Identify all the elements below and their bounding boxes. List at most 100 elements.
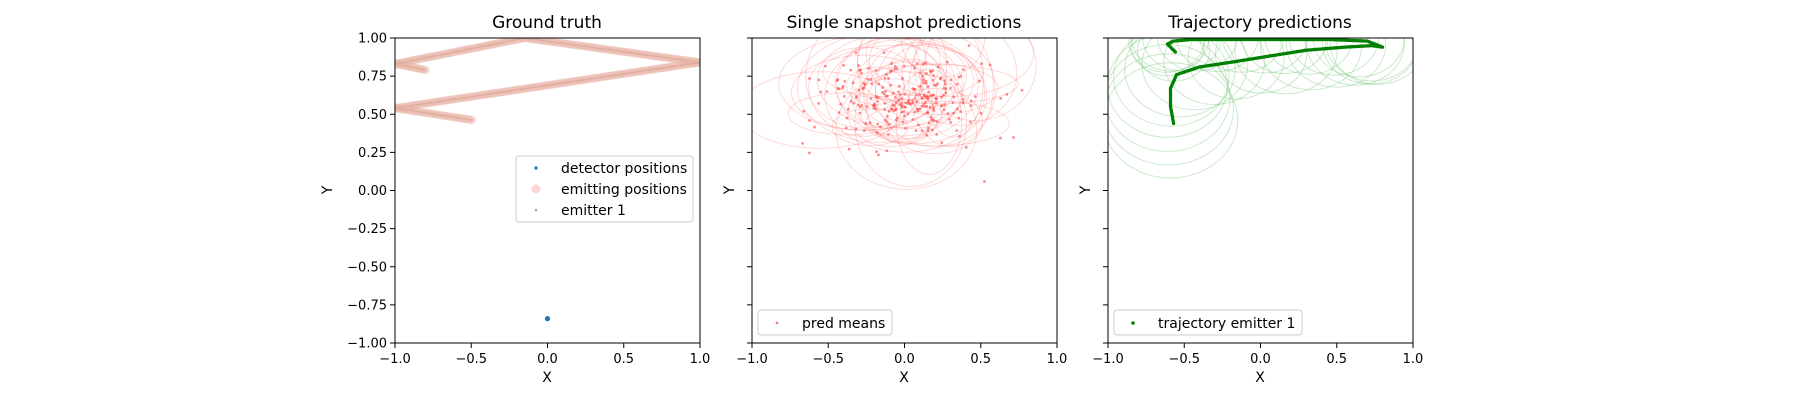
pred-mean-point: [900, 97, 904, 100]
pred-mean-point: [861, 87, 865, 90]
emitter-1-point: [626, 72, 629, 75]
emitter-1-point: [516, 38, 519, 41]
emitter-1-point: [578, 44, 581, 47]
pred-mean-point: [835, 79, 839, 83]
emitter-1-point: [444, 52, 447, 55]
emitter-1-point: [682, 59, 685, 61]
pred-mean-point: [934, 101, 938, 105]
pred-mean-point: [886, 133, 890, 136]
emitter-1-point: [639, 53, 641, 55]
pred-mean-point: [911, 101, 915, 105]
emitter-1-point: [629, 51, 632, 54]
emitter-1-point: [432, 101, 435, 104]
x-tick-label: 1.0: [690, 352, 711, 367]
emitter-1-point: [425, 102, 428, 105]
emitter-1-point: [627, 51, 629, 54]
emitter-1-point: [449, 51, 452, 54]
prediction-uncertainty-ellipse: [846, 66, 906, 106]
emitter-1-point: [557, 41, 560, 44]
emitter-1-point: [406, 60, 408, 63]
emitter-1-point: [420, 111, 423, 114]
legend-entry: emitting positions: [561, 182, 687, 198]
emitting-position-point: [537, 38, 546, 45]
emitter-1-point: [442, 53, 444, 56]
emitter-1-point: [458, 117, 461, 120]
emitter-1-point: [674, 65, 677, 67]
emitter-1-point: [677, 58, 680, 61]
x-tick-label: −1.0: [1092, 352, 1124, 367]
pred-mean-point: [927, 90, 931, 94]
emitter-1-point: [504, 40, 507, 43]
pred-mean-point: [932, 83, 936, 87]
prediction-uncertainty-ellipse: [831, 108, 909, 147]
emitter-1-point: [473, 95, 476, 98]
y-axis-ticks: 1.00 0.75 0.50 0.25 0.00 −0.25 −0.50 −0.75 −1.00: [347, 32, 395, 352]
emitter-1-point: [604, 75, 607, 78]
emitter-1-point: [622, 50, 625, 53]
emitter-1-point: [422, 68, 425, 71]
pred-mean-point: [940, 141, 944, 145]
pred-mean-point: [952, 111, 956, 115]
pred-mean-point: [849, 68, 853, 72]
pred-mean-point: [876, 122, 880, 126]
emitter-1-point: [643, 53, 646, 56]
pred-mean-point: [882, 92, 886, 96]
prediction-uncertainty-ellipse: [836, 38, 979, 140]
pred-mean-point: [939, 104, 943, 108]
emitter-1-point: [641, 70, 643, 73]
pred-mean-point: [929, 115, 933, 119]
emitter-1-point: [500, 91, 503, 94]
pred-mean-point: [857, 88, 861, 92]
pred-mean-point: [862, 129, 866, 132]
emitter-1-point: [556, 82, 559, 85]
pred-mean-point: [935, 120, 939, 124]
emitter-1-point: [600, 47, 603, 50]
emitter-1-point: [648, 69, 651, 71]
emitter-1-point: [522, 88, 525, 90]
emitter-1-point: [427, 112, 430, 115]
emitter-1-point: [411, 104, 413, 107]
pred-mean-point: [935, 132, 939, 136]
trajectory-uncertainty-circle: [1124, 38, 1236, 118]
emitter-1-point: [482, 45, 485, 48]
pred-mean-point: [890, 62, 893, 65]
emitter-1-point: [564, 42, 567, 45]
emitter-1-point: [660, 67, 663, 70]
emitter-1-point: [546, 84, 549, 87]
emitter-1-point: [505, 90, 508, 93]
emitter-1-point: [675, 58, 677, 60]
pred-mean-point: [932, 106, 935, 110]
emitter-1-point: [544, 84, 546, 87]
emitter-1-point: [490, 43, 492, 46]
emitter-1-point: [547, 40, 550, 43]
panel-single-snapshot: Single snapshot predictions −1.0 −0.5 0.0 0…: [722, 13, 1067, 386]
emitter-1-point: [638, 70, 641, 73]
pred-mean-point: [942, 108, 946, 112]
pred-mean-point: [807, 151, 811, 155]
emitter-1-point: [430, 112, 432, 115]
prediction-uncertainty-ellipse: [852, 64, 1019, 105]
pred-mean-point: [983, 180, 986, 183]
pred-mean-point: [907, 100, 910, 103]
pred-mean-point: [943, 82, 947, 86]
emitter-1-point: [410, 66, 413, 69]
pred-mean-point: [900, 110, 903, 114]
emitting-position-point: [518, 38, 527, 43]
prediction-uncertainty-ellipse: [834, 38, 956, 130]
emitter-1-point: [686, 63, 689, 66]
prediction-uncertainty-ellipse: [854, 58, 967, 188]
emitter-1-point: [636, 52, 639, 55]
x-tick-label: 0.5: [970, 352, 991, 367]
x-tick-label: −0.5: [1168, 352, 1200, 367]
emitter-1-point: [410, 109, 413, 112]
emitter-1-point: [415, 110, 418, 113]
pred-mean-point: [890, 107, 894, 111]
pred-mean-point: [897, 84, 901, 88]
pred-mean-point: [893, 64, 897, 68]
x-tick-label: 0.0: [894, 352, 915, 367]
pred-mean-point: [964, 145, 968, 149]
pred-mean-point: [979, 111, 983, 115]
y-tick-label: 0.50: [358, 108, 387, 123]
pred-mean-point: [916, 123, 920, 127]
emitter-1-point: [590, 77, 592, 80]
